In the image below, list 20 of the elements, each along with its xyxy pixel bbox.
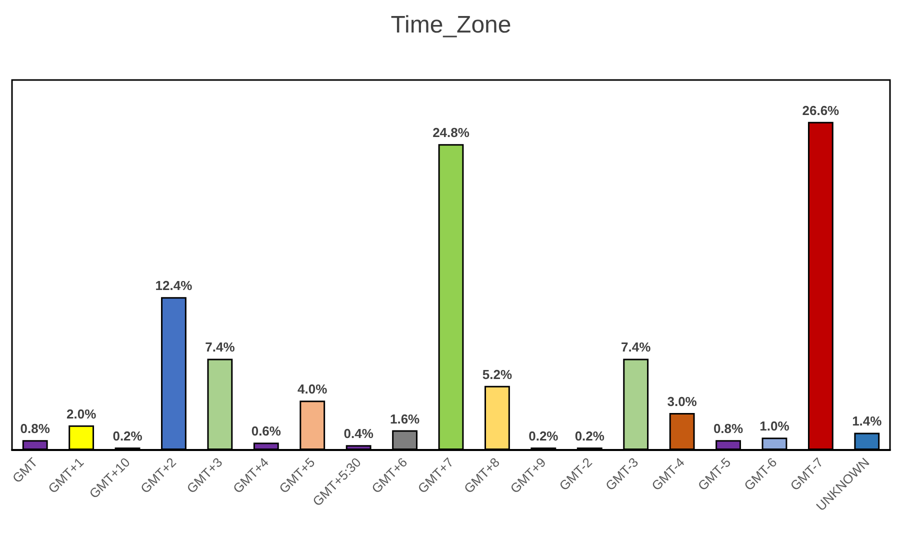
data-label: 2.0%: [66, 406, 97, 422]
data-label: 5.2%: [482, 366, 512, 382]
data-label: 0.2%: [528, 428, 559, 444]
data-label: 26.6%: [802, 102, 840, 118]
data-label: 0.6%: [251, 424, 282, 439]
data-label: 0.2%: [112, 428, 143, 444]
data-label: 0.4%: [344, 426, 374, 442]
data-label: 1.0%: [760, 418, 790, 434]
data-label: 1.6%: [390, 411, 420, 426]
data-label: 24.8%: [432, 125, 470, 140]
data-label: 0.8%: [713, 421, 744, 436]
data-label: 0.2%: [574, 428, 605, 444]
data-label: 12.4%: [155, 278, 193, 294]
data-label: 7.4%: [205, 340, 236, 355]
data-label: 7.4%: [621, 340, 652, 355]
data-label: 0.8%: [20, 421, 50, 436]
data-label: 4.0%: [298, 382, 328, 397]
data-label: 3.0%: [667, 394, 698, 409]
data-label: 1.4%: [852, 414, 882, 429]
chart-title: Time_Zone: [390, 12, 512, 38]
